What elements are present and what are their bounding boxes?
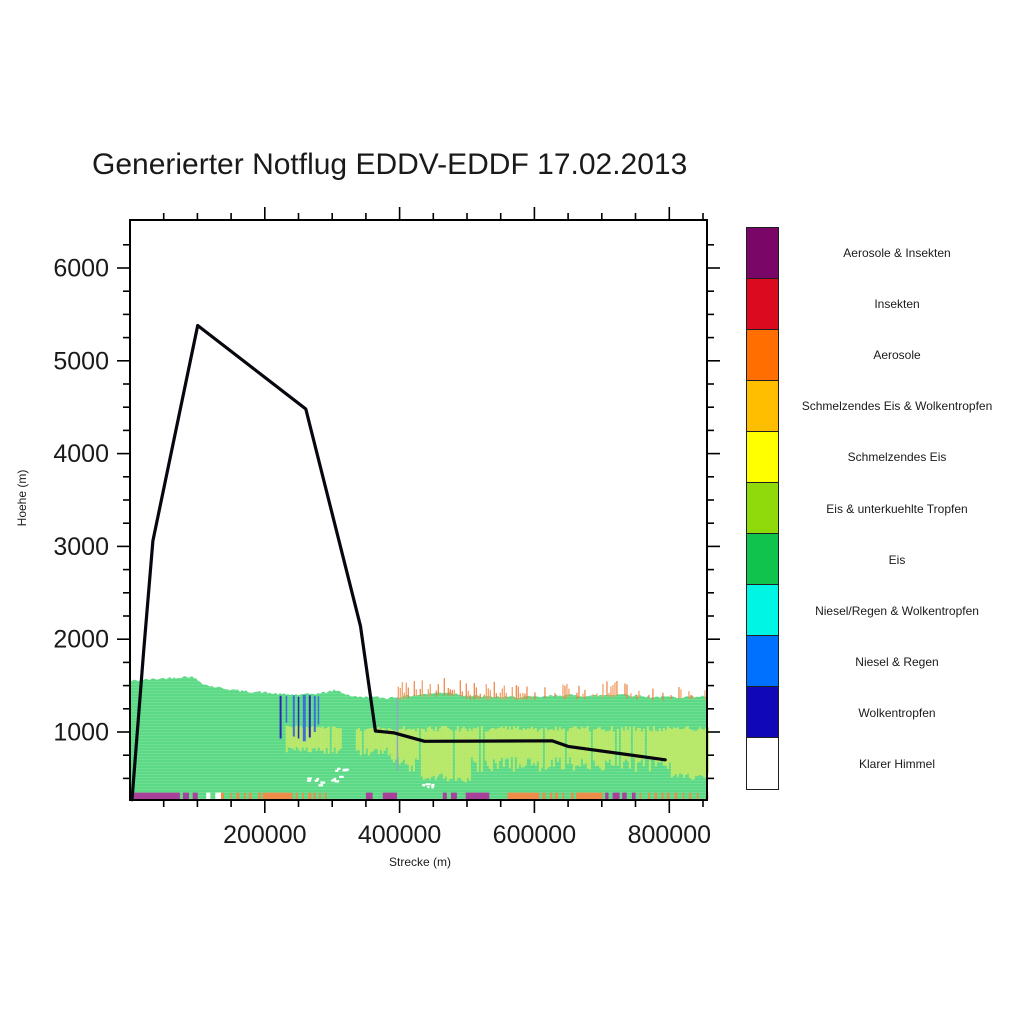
x-tick-label: 400000 [358, 821, 441, 849]
ground-strip-segment [365, 792, 373, 799]
legend-swatch-aerosole-insekten [746, 227, 779, 280]
legend-swatch-eis [746, 533, 779, 586]
x-tick-label: 800000 [628, 821, 711, 849]
precip-stripe [279, 695, 282, 739]
x-tick-label: 200000 [223, 821, 306, 849]
legend-label-schmelzendes-eis-wolkentropfen: Schmelzendes Eis & Wolkentropfen [801, 399, 993, 414]
legend-label-klarer-himmel: Klarer Himmel [858, 757, 935, 772]
precip-stripe [313, 695, 316, 732]
precip-stripe [302, 694, 306, 742]
ground-strip-segment [262, 792, 293, 799]
legend-swatch-niesel-regen [746, 635, 779, 688]
precip-stripe [317, 696, 320, 725]
legend-label-niesel-regen-wolkentropfen: Niesel/Regen & Wolkentropfen [815, 603, 979, 618]
chart-title: Generierter Notflug EDDV-EDDF 17.02.2013 [92, 148, 688, 181]
precip-stripe [308, 695, 311, 738]
y-tick-label: 2000 [53, 626, 109, 654]
cloud-field [130, 676, 709, 800]
y-tick-label: 6000 [53, 255, 109, 283]
legend-label-niesel-regen: Niesel & Regen [855, 655, 939, 670]
legend-label-eis: Eis [888, 552, 906, 567]
legend-swatch-aerosole [746, 329, 779, 382]
legend-swatch-schmelzendes-eis [746, 431, 779, 484]
ground-strip-segment [382, 792, 397, 799]
legend-label-aerosole: Aerosole [873, 347, 921, 362]
flight-path-line [130, 323, 667, 802]
precip-stripe [297, 696, 300, 739]
legend-swatch-klarer-himmel [746, 737, 779, 791]
precip-stripe [292, 695, 295, 737]
precip-stripe [285, 695, 288, 723]
ground-strip-segment [465, 792, 490, 799]
y-tick-label: 1000 [53, 719, 109, 747]
y-tick-label: 5000 [53, 347, 109, 375]
ground-strip-segment [133, 792, 180, 799]
legend-swatch-schmelzendes-eis-wolkentropfen [746, 380, 779, 433]
y-tick-label: 3000 [53, 533, 109, 561]
ground-strip-segment [576, 792, 603, 799]
legend-label-schmelzendes-eis: Schmelzendes Eis [847, 450, 947, 465]
legend-label-list: Aerosole & Insekten Insekten Aerosole Schme… [779, 227, 1015, 790]
legend-swatch-wolkentropfen [746, 686, 779, 739]
axes: 200000 400000 600000 800000 1000 2000 3000 4000… [53, 207, 720, 849]
legend-label-insekten: Insekten [874, 296, 920, 311]
ground-strip-segment [507, 792, 540, 799]
y-tick-label: 4000 [53, 440, 109, 468]
legend-label-wolkentropfen: Wolkentropfen [858, 706, 936, 721]
legend-label-aerosole-insekten: Aerosole & Insekten [843, 245, 951, 260]
x-axis-title: Strecke (m) [388, 855, 452, 869]
x-tick-label: 600000 [493, 821, 576, 849]
legend-swatch-eis-unterkuehlte-tropfen [746, 482, 779, 535]
legend-colorbar [746, 227, 779, 791]
legend-label-eis-unterkuehlte-tropfen: Eis & unterkuehlte Tropfen [826, 501, 968, 516]
legend-swatch-niesel-regen-wolkentropfen [746, 584, 779, 637]
legend: Aerosole & Insekten Insekten Aerosole Schme… [746, 227, 1015, 791]
legend-swatch-insekten [746, 278, 779, 331]
